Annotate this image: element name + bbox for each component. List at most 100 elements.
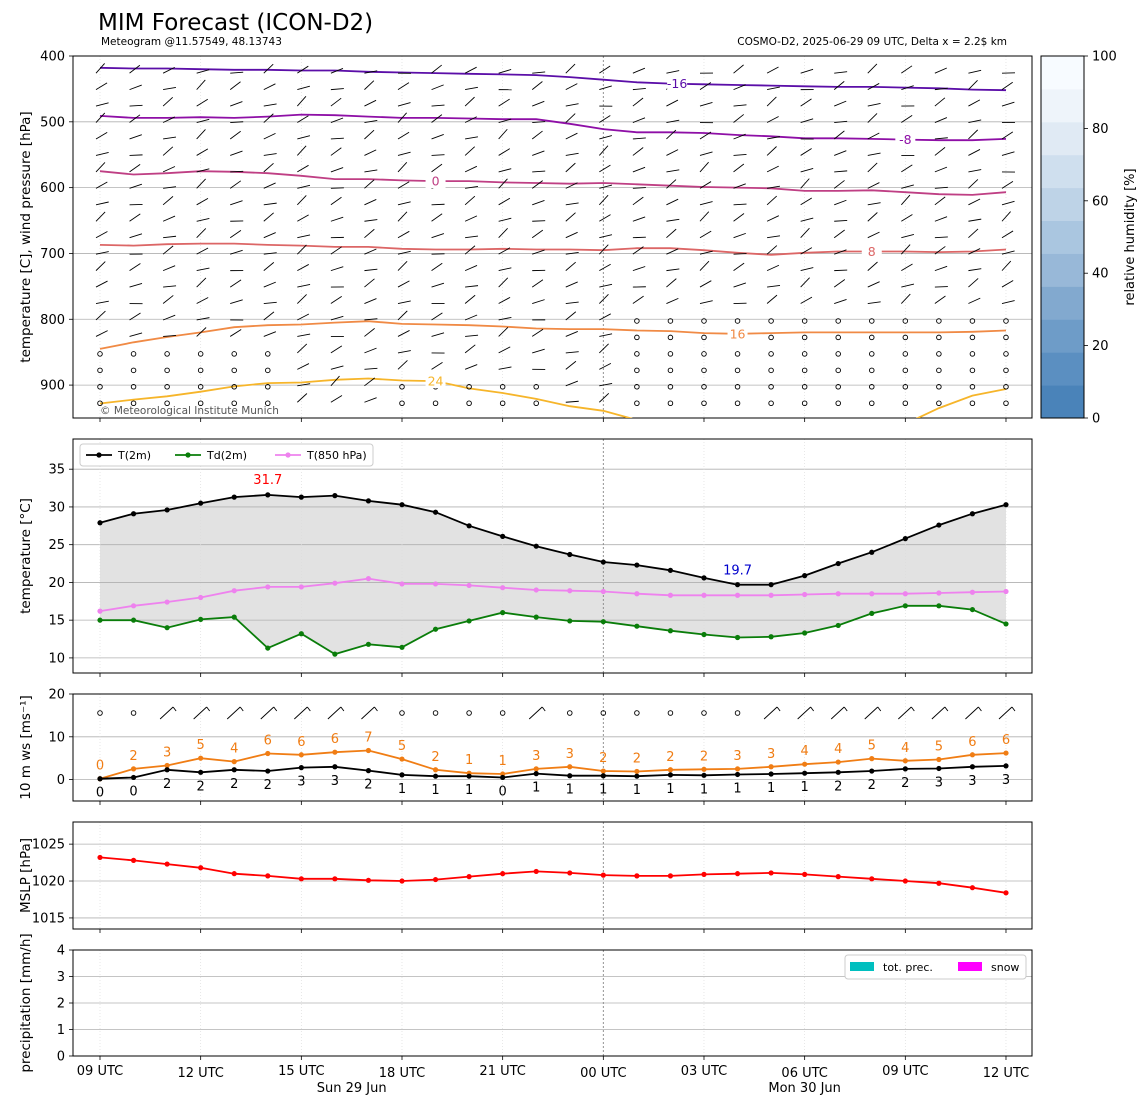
data-point <box>902 591 908 597</box>
isotherm-label: 24 <box>428 374 444 389</box>
calm-wind-marker <box>835 318 841 324</box>
series-line <box>99 856 1007 894</box>
legend-swatch <box>850 962 874 971</box>
wind-barb <box>901 114 913 123</box>
wind-barb <box>632 166 646 173</box>
wind-barb <box>330 137 344 140</box>
wind-barb <box>733 183 746 189</box>
data-point <box>936 765 942 772</box>
wind-barb-flag <box>810 706 815 712</box>
isotherm-label: 8 <box>868 244 876 259</box>
colorbar-tick-label: 60 <box>1092 194 1109 209</box>
wind-barb <box>968 169 982 173</box>
colorbar-band <box>1041 121 1084 156</box>
data-point <box>533 766 539 772</box>
wind-barb <box>968 198 981 206</box>
wind-barb <box>532 299 545 304</box>
wind-barb <box>968 80 978 90</box>
wind-barb <box>565 301 579 304</box>
wind-barb <box>397 261 408 271</box>
data-label: 2 <box>264 778 272 793</box>
data-label: 0 <box>96 786 104 801</box>
data-label: 2 <box>599 751 607 766</box>
wind-barb <box>901 184 914 189</box>
wind-barbs <box>95 63 1015 407</box>
calm-wind-marker <box>634 334 640 341</box>
data-label: 1 <box>767 781 775 796</box>
data-label: 1 <box>733 781 741 796</box>
wind-barb <box>196 277 207 288</box>
data-point <box>1003 502 1009 508</box>
data-point <box>432 581 439 587</box>
wind-barb <box>296 96 307 107</box>
data-point <box>969 885 976 891</box>
calm-wind-marker <box>667 400 674 407</box>
wind-barb <box>699 211 710 222</box>
wind-barb <box>294 706 308 720</box>
copyright-text: © Meteorological Institute Munich <box>100 405 279 417</box>
wind-barb <box>330 295 342 304</box>
data-point <box>97 617 103 623</box>
wind-barb <box>968 149 981 156</box>
wind-barb <box>129 213 141 222</box>
data-point <box>936 880 942 886</box>
wind-barb <box>498 316 512 321</box>
data-point <box>634 773 640 779</box>
wind-barb <box>397 211 408 222</box>
location-subtitle: Meteogram @11.57549, 48.13743 <box>101 36 282 48</box>
wind-barb <box>95 231 108 239</box>
y-tick-label: 10 <box>48 651 65 666</box>
calm-wind-marker <box>869 367 875 374</box>
wind-barb <box>699 280 712 288</box>
calm-wind-marker <box>197 400 204 407</box>
wind-barb-flag <box>273 706 278 712</box>
calm-wind-marker <box>231 367 237 374</box>
wind-barb <box>464 215 478 222</box>
wind-barb <box>129 154 143 156</box>
wind-barb-flag <box>206 706 211 712</box>
data-point <box>835 560 841 567</box>
wind-barb <box>364 70 378 74</box>
wind-barb <box>193 706 207 720</box>
wind-barb <box>498 128 508 140</box>
data-point <box>835 591 841 597</box>
wind-barb <box>565 351 579 354</box>
wind-barb <box>598 194 609 206</box>
y-tick-label: 500 <box>40 115 65 130</box>
wind-barb <box>934 246 946 255</box>
wind-barb-flag <box>306 706 311 712</box>
legend-label: tot. prec. <box>883 961 933 974</box>
wind-barb <box>901 283 915 288</box>
wind-barb <box>898 706 912 720</box>
calm-wind-marker <box>734 400 741 407</box>
wind-barb <box>733 253 747 255</box>
calm-wind-marker <box>197 384 204 390</box>
wind-barb <box>934 147 946 156</box>
data-label: 1 <box>633 783 641 798</box>
isotherm-label-bg <box>425 374 446 389</box>
wind-barb <box>498 197 511 206</box>
wind-barb <box>229 81 241 90</box>
wind-barb <box>666 248 679 255</box>
wind-barb <box>599 362 612 370</box>
wind-barb <box>431 84 444 91</box>
wind-barb <box>95 82 108 91</box>
wind-barb <box>263 262 275 271</box>
wind-barb <box>968 179 979 189</box>
data-point <box>1003 750 1009 756</box>
calm-wind-marker <box>130 367 137 374</box>
calm-wind-marker <box>768 384 774 390</box>
wind-barb <box>901 85 914 91</box>
wind-barb <box>834 170 848 173</box>
data-point <box>231 588 237 594</box>
data-point <box>567 551 573 558</box>
wind-barb <box>364 99 377 107</box>
calm-wind-marker <box>902 384 909 390</box>
data-label: 2 <box>633 751 641 766</box>
calm-wind-marker <box>936 351 942 357</box>
calm-wind-marker <box>734 351 741 357</box>
wind-barb <box>968 129 979 140</box>
wind-barb <box>767 235 781 239</box>
legend-box <box>844 954 1027 980</box>
